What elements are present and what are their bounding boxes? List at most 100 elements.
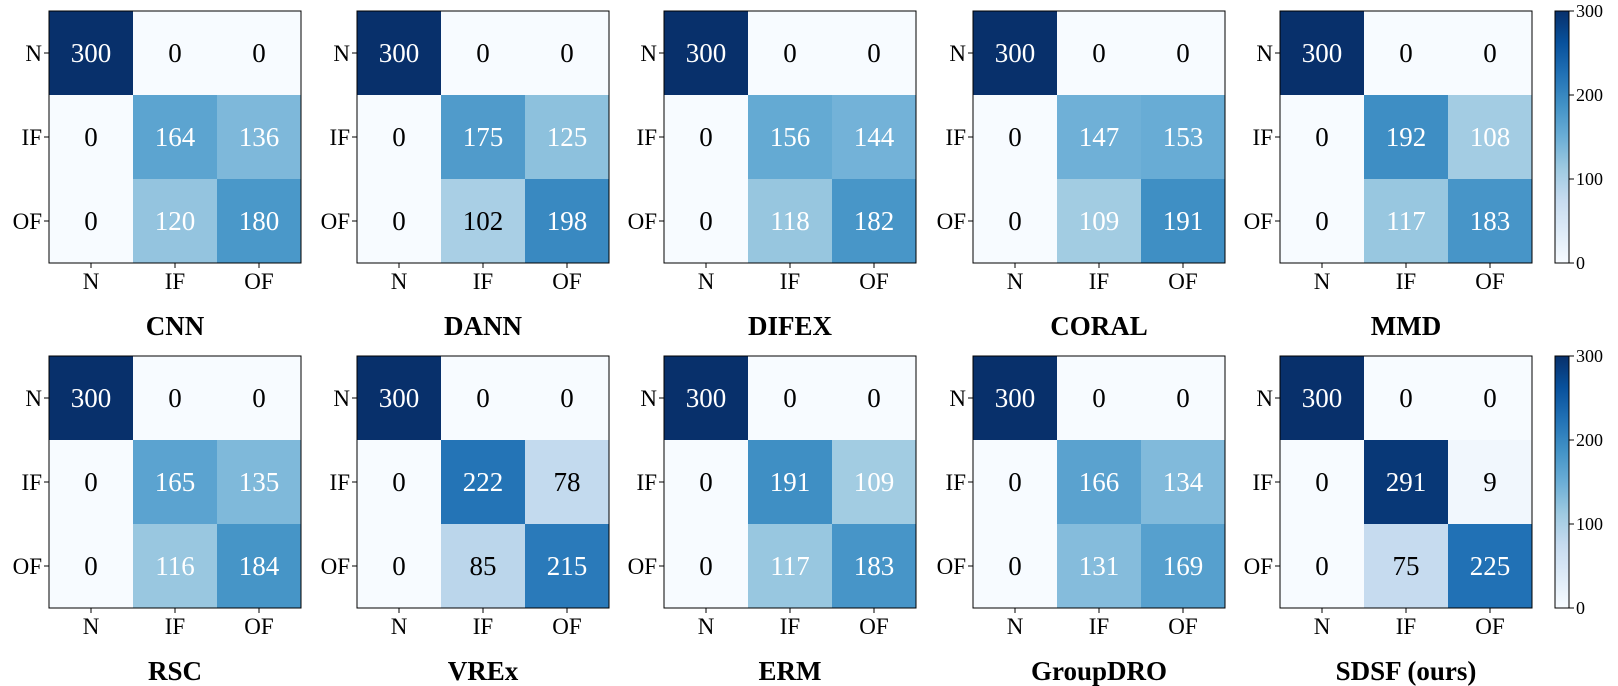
colorbar-tick-label: 200 xyxy=(1576,430,1603,450)
cell-value-sdsf-ours-r1-c1: 291 xyxy=(1386,467,1427,497)
y-tick-label: IF xyxy=(637,470,657,495)
panel-title: CORAL xyxy=(1050,311,1148,341)
cell-value-mmd-r2-c2: 183 xyxy=(1470,206,1511,236)
cell-value-rsc-r2-c0: 0 xyxy=(84,551,98,581)
cell-value-cnn-r2-c1: 120 xyxy=(155,206,196,236)
x-tick-label: OF xyxy=(552,269,581,294)
cell-value-mmd-r1-c2: 108 xyxy=(1470,122,1511,152)
x-tick-label: N xyxy=(391,614,408,639)
heatmap-cell-difex-r2-c1 xyxy=(748,179,832,263)
x-tick-label: N xyxy=(1007,269,1024,294)
cell-value-difex-r0-c1: 0 xyxy=(783,38,797,68)
colorbar-tick-label: 100 xyxy=(1576,514,1603,534)
colorbar-tick-label: 0 xyxy=(1576,253,1585,273)
cell-value-erm-r1-c0: 0 xyxy=(699,467,713,497)
cell-value-coral-r1-c1: 147 xyxy=(1079,122,1120,152)
heatmap-cell-rsc-r2-c0 xyxy=(49,524,133,608)
colorbar-tick-label: 300 xyxy=(1576,346,1603,366)
heatmap-cell-vrex-r0-c2 xyxy=(525,356,609,440)
x-tick-label: OF xyxy=(244,269,273,294)
x-tick-label: IF xyxy=(1089,269,1109,294)
heatmap-cell-vrex-r0-c0 xyxy=(357,356,441,440)
heatmap-cell-groupdro-r0-c0 xyxy=(973,356,1057,440)
x-tick-label: N xyxy=(698,269,715,294)
cell-value-vrex-r0-c0: 300 xyxy=(379,383,420,413)
heatmap-cell-cnn-r2-c1 xyxy=(133,179,217,263)
panel-title: VREx xyxy=(448,656,519,686)
cell-value-difex-r2-c1: 118 xyxy=(770,206,810,236)
heatmap-cell-vrex-r0-c1 xyxy=(441,356,525,440)
heatmap-cell-coral-r1-c0 xyxy=(973,95,1057,179)
cell-value-coral-r0-c0: 300 xyxy=(995,38,1036,68)
heatmap-cell-coral-r0-c1 xyxy=(1057,11,1141,95)
heatmap-cell-coral-r0-c0 xyxy=(973,11,1057,95)
heatmap-cell-coral-r1-c2 xyxy=(1141,95,1225,179)
heatmap-cell-cnn-r1-c2 xyxy=(217,95,301,179)
cell-value-groupdro-r0-c1: 0 xyxy=(1092,383,1106,413)
x-tick-label: N xyxy=(1007,614,1024,639)
y-tick-label: N xyxy=(25,41,42,66)
heatmap-cell-mmd-r1-c1 xyxy=(1364,95,1448,179)
x-tick-label: OF xyxy=(552,614,581,639)
panel-mmd: 300 0 0 0 192 108 0 117 183 N IF OF N IF OF MMD xyxy=(1244,10,1533,341)
cell-value-erm-r1-c1: 191 xyxy=(770,467,811,497)
heatmap-cell-mmd-r0-c0 xyxy=(1280,11,1364,95)
heatmap-cell-coral-r2-c2 xyxy=(1141,179,1225,263)
y-tick-label: IF xyxy=(946,470,966,495)
heatmap-cell-difex-r1-c0 xyxy=(664,95,748,179)
heatmap-cell-erm-r2-c2 xyxy=(832,524,916,608)
heatmap-cell-mmd-r0-c1 xyxy=(1364,11,1448,95)
y-tick-label: IF xyxy=(330,125,350,150)
heatmap-cell-erm-r1-c0 xyxy=(664,440,748,524)
heatmap-cell-mmd-r2-c0 xyxy=(1280,179,1364,263)
heatmap-cell-groupdro-r2-c0 xyxy=(973,524,1057,608)
x-tick-label: OF xyxy=(1475,614,1504,639)
y-tick-label: OF xyxy=(13,554,42,579)
cell-value-difex-r2-c0: 0 xyxy=(699,206,713,236)
heatmap-cell-dann-r0-c2 xyxy=(525,11,609,95)
colorbar: 0 100 200 300 xyxy=(1554,346,1603,618)
heatmap-cell-groupdro-r1-c0 xyxy=(973,440,1057,524)
panel-title: DANN xyxy=(444,311,522,341)
heatmap-cell-rsc-r1-c2 xyxy=(217,440,301,524)
y-tick-label: IF xyxy=(22,470,42,495)
cell-value-vrex-r1-c1: 222 xyxy=(463,467,504,497)
x-tick-label: OF xyxy=(244,614,273,639)
cell-value-coral-r2-c2: 191 xyxy=(1163,206,1204,236)
heatmap-cell-sdsf-ours-r0-c2 xyxy=(1448,356,1532,440)
cell-value-difex-r0-c0: 300 xyxy=(686,38,727,68)
cell-value-groupdro-r0-c2: 0 xyxy=(1176,383,1190,413)
panel-coral: 300 0 0 0 147 153 0 109 191 N IF OF N IF OF CORAL xyxy=(937,10,1226,341)
heatmap-cell-sdsf-ours-r1-c2 xyxy=(1448,440,1532,524)
x-tick-label: N xyxy=(1314,614,1331,639)
cell-value-cnn-r2-c2: 180 xyxy=(239,206,280,236)
cell-value-mmd-r1-c0: 0 xyxy=(1315,122,1329,152)
cell-value-sdsf-ours-r2-c1: 75 xyxy=(1393,551,1420,581)
x-tick-label: N xyxy=(83,269,100,294)
y-tick-label: N xyxy=(333,386,350,411)
cell-value-vrex-r2-c2: 215 xyxy=(547,551,588,581)
x-tick-label: N xyxy=(1314,269,1331,294)
heatmap-cell-dann-r1-c1 xyxy=(441,95,525,179)
y-tick-label: N xyxy=(333,41,350,66)
cell-value-sdsf-ours-r0-c2: 0 xyxy=(1483,383,1497,413)
cell-value-vrex-r2-c1: 85 xyxy=(470,551,497,581)
panel-sdsf-ours: 300 0 0 0 291 9 0 75 225 N IF OF N IF OF SDSF (ours) xyxy=(1244,355,1533,686)
heatmap-cell-groupdro-r1-c2 xyxy=(1141,440,1225,524)
x-tick-label: OF xyxy=(859,269,888,294)
cell-value-dann-r2-c1: 102 xyxy=(463,206,504,236)
heatmap-cell-vrex-r2-c0 xyxy=(357,524,441,608)
cell-value-erm-r1-c2: 109 xyxy=(854,467,895,497)
cell-value-vrex-r0-c1: 0 xyxy=(476,383,490,413)
x-tick-label: OF xyxy=(1475,269,1504,294)
cell-value-mmd-r2-c1: 117 xyxy=(1386,206,1426,236)
colorbar-tick-label: 0 xyxy=(1576,598,1585,618)
x-tick-label: IF xyxy=(165,614,185,639)
x-tick-label: IF xyxy=(780,269,800,294)
y-tick-label: IF xyxy=(1253,125,1273,150)
heatmap-cell-difex-r1-c2 xyxy=(832,95,916,179)
cell-value-sdsf-ours-r1-c0: 0 xyxy=(1315,467,1329,497)
colorbar-tick-label: 200 xyxy=(1576,85,1603,105)
heatmap-cell-cnn-r2-c2 xyxy=(217,179,301,263)
